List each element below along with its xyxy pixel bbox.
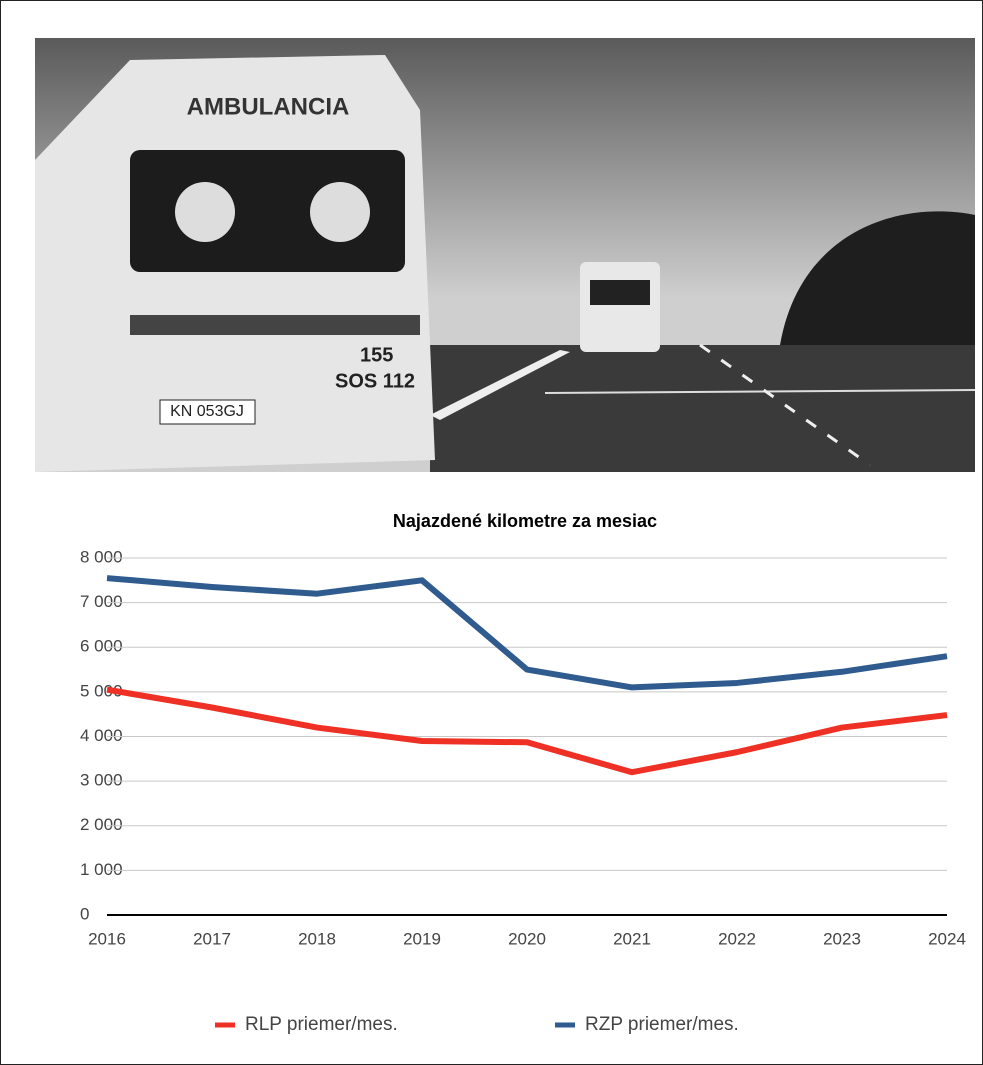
legend-label: RLP priemer/mes. xyxy=(245,1014,398,1035)
y-tick-label: 3 000 xyxy=(80,771,123,790)
photo-text: 155 xyxy=(360,344,393,366)
chart-title: Najazdené kilometre za mesiac xyxy=(393,511,657,531)
photo: AMBULANCIA 155 SOS 112 KN 053GJ xyxy=(35,38,976,472)
y-tick-label: 8 000 xyxy=(80,547,123,566)
x-tick-label: 2024 xyxy=(928,929,966,948)
series-line xyxy=(106,575,948,691)
y-tick-label: 5 000 xyxy=(80,681,123,700)
y-tick-label: 0 xyxy=(80,904,89,923)
y-tick-label: 4 000 xyxy=(80,726,123,745)
photo-text: SOS 112 xyxy=(335,370,415,392)
x-tick-label: 2021 xyxy=(613,929,651,948)
y-tick-label: 6 000 xyxy=(80,637,123,656)
legend-label: RZP priemer/mes. xyxy=(585,1014,739,1035)
x-tick-label: 2018 xyxy=(298,929,336,948)
y-tick-label: 2 000 xyxy=(80,815,123,834)
x-tick-label: 2017 xyxy=(193,929,231,948)
series-line xyxy=(106,686,948,776)
x-tick-label: 2023 xyxy=(823,929,861,948)
y-tick-label: 1 000 xyxy=(80,860,123,879)
y-tick-label: 7 000 xyxy=(80,592,123,611)
x-tick-label: 2022 xyxy=(718,929,756,948)
x-tick-label: 2020 xyxy=(508,929,546,948)
photo-text: AMBULANCIA xyxy=(187,93,350,120)
x-tick-label: 2016 xyxy=(88,929,126,948)
photo-text: KN 053GJ xyxy=(170,403,244,420)
x-tick-label: 2019 xyxy=(403,929,441,948)
